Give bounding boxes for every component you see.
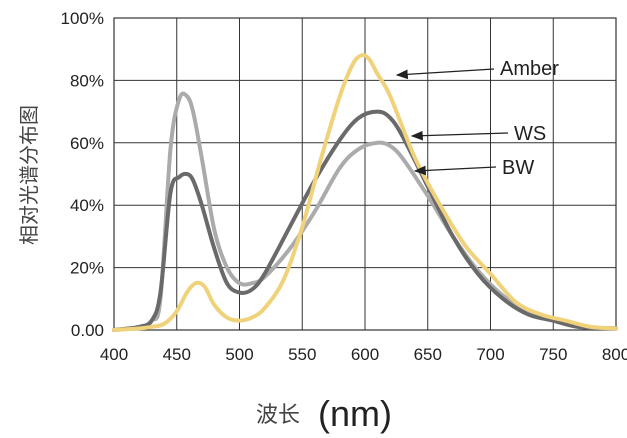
y-tick-label: 0.00	[71, 321, 104, 340]
x-tick-label: 600	[351, 345, 379, 364]
legend-label-amber: Amber	[500, 58, 559, 80]
x-tick-label: 400	[100, 345, 128, 364]
series-line-bw	[112, 91, 618, 332]
x-tick-label: 500	[225, 345, 253, 364]
x-tick-label: 450	[163, 345, 191, 364]
x-tick-label: 800	[602, 345, 627, 364]
series-line-ws	[112, 109, 618, 332]
y-tick-label: 100%	[61, 9, 104, 28]
plot-frame	[113, 17, 617, 331]
series-line-amber	[112, 53, 618, 332]
legend-label-bw: BW	[502, 157, 534, 179]
x-tick-label: 650	[414, 345, 442, 364]
y-tick-label: 80%	[70, 71, 104, 90]
x-axis-label: 波长	[256, 403, 300, 428]
legend-label-ws: WS	[514, 123, 546, 145]
y-tick-label: 60%	[70, 134, 104, 153]
x-tick-label: 750	[539, 345, 567, 364]
legend-arrow-bw	[413, 165, 497, 176]
x-tick-label: 550	[288, 345, 316, 364]
y-tick-label: 40%	[70, 196, 104, 215]
legend-arrow-ws	[410, 130, 509, 141]
y-axis-label: 相对光谱分布图	[17, 105, 41, 245]
y-tick-label: 20%	[70, 259, 104, 278]
legend-arrow-amber	[395, 68, 495, 80]
x-tick-label: 700	[476, 345, 504, 364]
x-axis-unit: (nm)	[318, 393, 392, 434]
